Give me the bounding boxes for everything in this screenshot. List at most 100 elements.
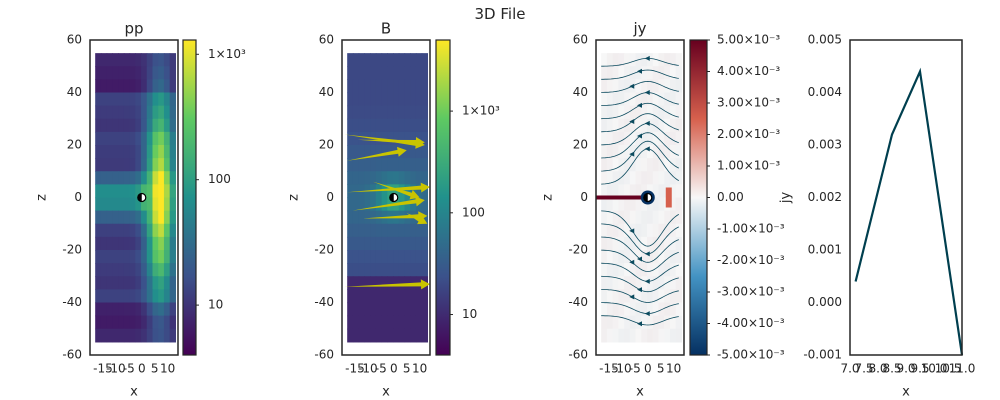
heatmap-cell bbox=[370, 223, 377, 238]
heatmap-cell bbox=[658, 263, 665, 277]
y-tick-label: 20 bbox=[67, 138, 82, 152]
heatmap-cell bbox=[112, 197, 119, 212]
heatmap-cell bbox=[601, 289, 608, 304]
heatmap-cell bbox=[347, 250, 354, 264]
heatmap-cell bbox=[675, 197, 683, 212]
heatmap-cell bbox=[95, 105, 102, 120]
heatmap-cell bbox=[641, 53, 648, 67]
heatmap-cell bbox=[601, 118, 608, 133]
heatmap-cell bbox=[393, 105, 400, 120]
y-tick-label: -60 bbox=[568, 348, 588, 362]
heatmap-cell bbox=[398, 315, 406, 330]
heatmap-cell bbox=[641, 184, 648, 199]
colorbar-tick-label: 0.00 bbox=[717, 190, 744, 204]
heatmap-cell bbox=[375, 66, 383, 80]
heatmap-cell bbox=[123, 66, 131, 80]
heatmap-cell bbox=[129, 131, 136, 146]
heatmap-cell bbox=[141, 328, 148, 343]
heatmap-cell bbox=[669, 210, 677, 225]
heatmap-cell bbox=[652, 118, 660, 133]
heatmap-cell bbox=[100, 92, 108, 107]
heatmap-cell bbox=[352, 223, 360, 238]
heatmap-cell bbox=[381, 171, 388, 185]
heatmap-cell bbox=[146, 66, 154, 80]
heatmap-cell bbox=[601, 105, 608, 120]
heatmap-cell bbox=[393, 263, 400, 277]
heatmap-cell bbox=[112, 158, 119, 172]
heatmap-cell bbox=[612, 158, 619, 172]
heatmap-cell bbox=[381, 328, 388, 343]
heatmap-cell bbox=[624, 145, 631, 159]
heatmap-cell bbox=[158, 250, 165, 264]
heatmap-cell bbox=[118, 315, 125, 330]
heatmap-cell bbox=[146, 263, 154, 277]
x-tick-label: 10 bbox=[412, 362, 427, 376]
heatmap-cell bbox=[415, 53, 423, 67]
heatmap-cell bbox=[612, 171, 619, 185]
heatmap-cell bbox=[612, 236, 619, 251]
heatmap-cell bbox=[347, 276, 354, 290]
heatmap-cell bbox=[118, 145, 125, 159]
heatmap-cell bbox=[601, 66, 608, 80]
heatmap-cell bbox=[118, 223, 125, 238]
heatmap-cell bbox=[421, 92, 429, 107]
heatmap-cell bbox=[675, 236, 683, 251]
heatmap-cell bbox=[624, 79, 631, 94]
heatmap-cell bbox=[658, 328, 665, 343]
heatmap-cell bbox=[146, 53, 154, 67]
heatmap-cell bbox=[658, 250, 665, 264]
streamline bbox=[601, 148, 680, 185]
heatmap-cell bbox=[398, 236, 406, 251]
heatmap-cell bbox=[612, 223, 619, 238]
heatmap-cell bbox=[364, 53, 371, 67]
heatmap-cell bbox=[169, 289, 177, 304]
heatmap-cell bbox=[95, 79, 102, 94]
heatmap-cell bbox=[152, 197, 159, 212]
heatmap-cell bbox=[398, 250, 406, 264]
heatmap-cell bbox=[669, 250, 677, 264]
heatmap-cell bbox=[624, 289, 631, 304]
heatmap-cell bbox=[152, 210, 159, 225]
heatmap-cell bbox=[415, 131, 423, 146]
heatmap-cell bbox=[669, 92, 677, 107]
heatmap-cell bbox=[393, 236, 400, 251]
heatmap-cell bbox=[606, 158, 614, 172]
heatmap-cell bbox=[675, 289, 683, 304]
heatmap-cell bbox=[658, 210, 665, 225]
heatmap-cell bbox=[370, 289, 377, 304]
heatmap-cell bbox=[393, 158, 400, 172]
heatmap-cell bbox=[118, 289, 125, 304]
heatmap-cell bbox=[370, 197, 377, 212]
streamline-arrow bbox=[637, 133, 642, 139]
heatmap-cell bbox=[100, 302, 108, 317]
heatmap-cell bbox=[641, 105, 648, 120]
heatmap-cell bbox=[393, 184, 400, 199]
heatmap-cell bbox=[112, 92, 119, 107]
heatmap-cell bbox=[629, 131, 637, 146]
heatmap-cell bbox=[415, 302, 423, 317]
x-tick-label: 10.5 bbox=[935, 362, 962, 376]
heatmap-cell bbox=[118, 105, 125, 120]
heatmap-cell bbox=[146, 105, 154, 120]
heatmap-cell bbox=[163, 276, 171, 290]
heatmap-cell bbox=[393, 289, 400, 304]
heatmap-cell bbox=[606, 171, 614, 185]
heatmap-cell bbox=[635, 158, 642, 172]
heatmap-cell bbox=[163, 171, 171, 185]
heatmap-cell bbox=[387, 158, 394, 172]
heatmap-cell bbox=[370, 263, 377, 277]
heatmap-cell bbox=[612, 328, 619, 343]
heatmap-cell bbox=[141, 210, 148, 225]
heatmap-cell bbox=[635, 118, 642, 133]
heatmap-cell bbox=[118, 276, 125, 290]
heatmap-cell bbox=[352, 328, 360, 343]
colorbar-B: 10 100 1×10³ bbox=[435, 39, 500, 356]
heatmap-cell bbox=[652, 197, 660, 212]
heatmap-cell bbox=[404, 223, 411, 238]
heatmap-cell bbox=[415, 289, 423, 304]
heatmap-cell bbox=[398, 79, 406, 94]
heatmap-cell bbox=[606, 328, 614, 343]
heatmap-cell bbox=[141, 223, 148, 238]
heatmap-cell bbox=[100, 118, 108, 133]
heatmap-cell bbox=[618, 171, 625, 185]
